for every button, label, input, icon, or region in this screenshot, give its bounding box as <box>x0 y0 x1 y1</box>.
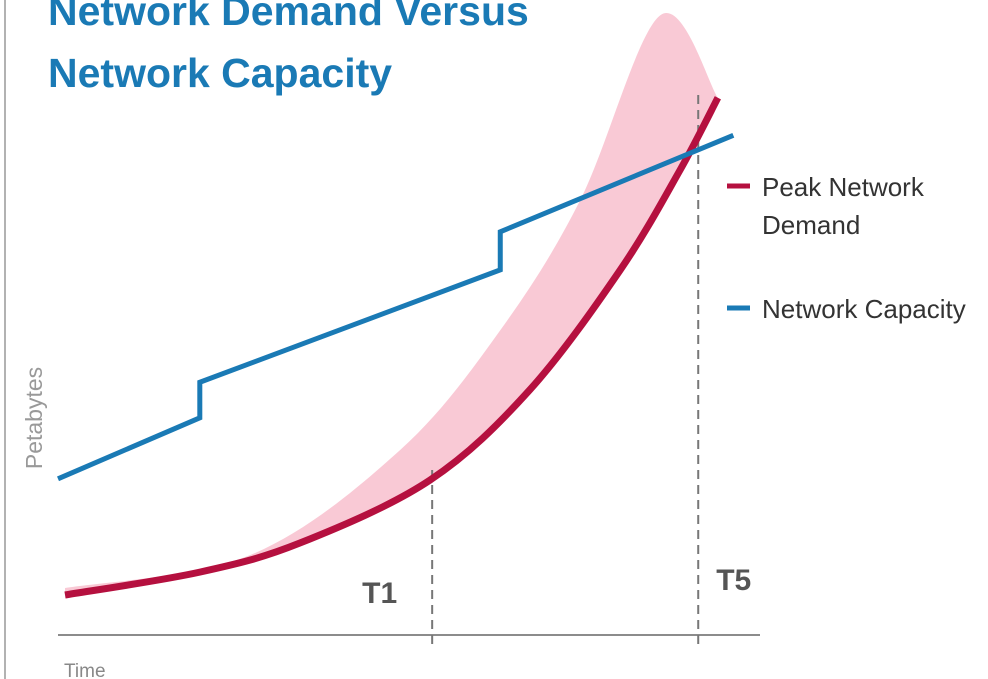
x-axis-label: Time <box>64 661 106 679</box>
series-line <box>57 132 735 482</box>
chart-title: Network Demand Versus Network Capacity <box>48 0 529 96</box>
marker-label: T5 <box>716 564 751 597</box>
series-line <box>64 96 721 599</box>
y-axis-label: Petabytes <box>21 367 47 469</box>
marker-label: T1 <box>362 577 397 610</box>
demand-range-band <box>65 13 718 595</box>
legend-label: Network Capacity <box>762 294 966 324</box>
legend-label: Peak Network Demand <box>762 172 924 240</box>
